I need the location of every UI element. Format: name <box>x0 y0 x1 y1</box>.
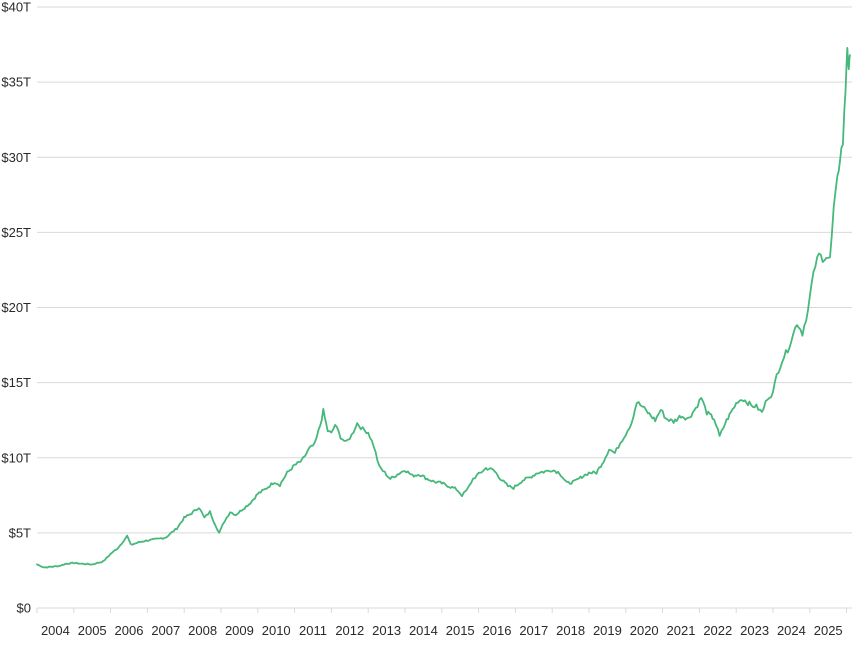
y-tick-label: $15T <box>1 375 31 390</box>
x-tick-label: 2023 <box>740 623 769 638</box>
x-tick-label: 2017 <box>519 623 548 638</box>
x-tick-label: 2016 <box>483 623 512 638</box>
x-tick-label: 2005 <box>78 623 107 638</box>
series-line <box>36 47 851 569</box>
x-tick-label: 2021 <box>667 623 696 638</box>
x-tick-label: 2025 <box>814 623 843 638</box>
y-tick-label: $30T <box>1 150 31 165</box>
x-tick-label: 2014 <box>409 623 438 638</box>
x-tick-label: 2018 <box>556 623 585 638</box>
y-tick-label: $20T <box>1 300 31 315</box>
x-tick-label: 2015 <box>446 623 475 638</box>
y-tick-label: $35T <box>1 75 31 90</box>
x-tick-label: 2019 <box>593 623 622 638</box>
x-tick-label: 2020 <box>630 623 659 638</box>
x-tick-label: 2006 <box>115 623 144 638</box>
x-tick-label: 2024 <box>777 623 806 638</box>
y-tick-label: $5T <box>9 525 31 540</box>
y-tick-label: $0 <box>17 601 31 616</box>
x-tick-label: 2022 <box>703 623 732 638</box>
x-tick-label: 2010 <box>262 623 291 638</box>
y-tick-label: $10T <box>1 450 31 465</box>
x-tick-label: 2007 <box>151 623 180 638</box>
y-tick-label: $25T <box>1 225 31 240</box>
y-tick-label: $40T <box>1 0 31 15</box>
x-tick-label: 2011 <box>299 623 327 638</box>
y-axis-labels: $0 $5T $10T $15T $20T $25T $30T $35T $40T <box>1 0 31 616</box>
x-tick-label: 2008 <box>188 623 217 638</box>
x-axis-ticks <box>36 608 848 613</box>
x-tick-label: 2012 <box>335 623 364 638</box>
y-gridlines <box>37 6 852 609</box>
x-axis-labels: 2004 2005 2006 2007 2008 2009 2010 2011 2012 2013… <box>41 623 843 638</box>
x-tick-label: 2009 <box>225 623 254 638</box>
x-tick-label: 2004 <box>41 623 70 638</box>
x-tick-label: 2013 <box>372 623 401 638</box>
